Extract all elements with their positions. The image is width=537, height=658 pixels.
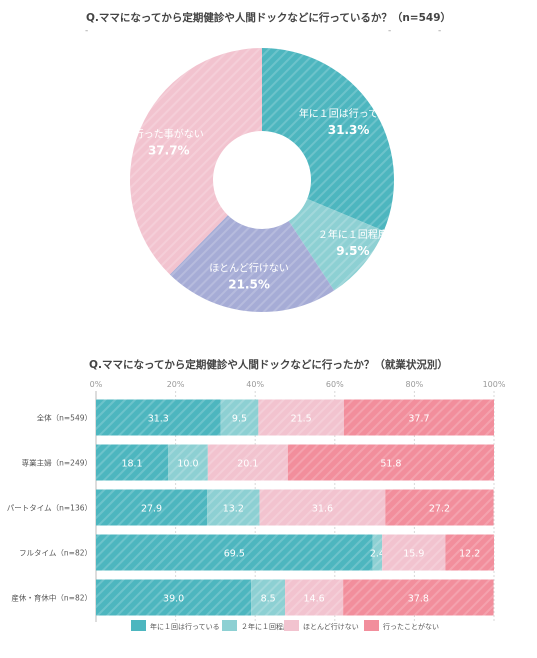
category-label: パートタイム（n=136） (7, 504, 92, 513)
bar-chart-title: Q.ママになってから定期健診や人間ドックなどに行ったか？（就業状況別） (89, 359, 448, 371)
bar-value-label: 8.5 (261, 594, 276, 605)
pie-slice-hatch (169, 215, 335, 312)
x-tick-label: 60% (326, 380, 344, 389)
bar-segment-hatch (96, 444, 169, 481)
bar-segment-hatch (382, 534, 446, 571)
bar-value-label: 9.5 (232, 414, 247, 425)
bar-value-label: 2.4 (370, 549, 385, 560)
category-label: 専業主婦（n=249） (22, 458, 92, 468)
legend-label: ２年に１回程度 (241, 622, 290, 631)
pie-slice-label: ほとんど行けない (209, 262, 289, 275)
bar-value-label: 10.0 (177, 459, 198, 470)
x-tick-label: 40% (246, 380, 264, 389)
bar-segment-hatch (343, 399, 494, 436)
x-tick-label: 100% (483, 380, 506, 389)
divider-mark: - (85, 26, 89, 36)
pie-slice-hatch (130, 48, 262, 275)
bar-segment-hatch (385, 489, 494, 526)
bar-value-label: 14.6 (304, 594, 325, 605)
x-tick-label: 20% (167, 380, 185, 389)
bar-value-label: 18.1 (121, 459, 142, 470)
legend-swatch (284, 620, 299, 631)
bar-value-label: 15.9 (403, 549, 424, 560)
pie-slice-label: 行った事がない (134, 127, 204, 140)
bar-segment-hatch (96, 489, 208, 526)
bar-value-label: 31.3 (148, 414, 169, 425)
bar-value-label: 51.8 (380, 459, 401, 470)
x-tick-label: 0% (90, 380, 103, 389)
legend-label: 年に１回は行っている (150, 622, 220, 631)
bar-segment-hatch (207, 489, 260, 526)
donut-chart: 年に１回は行っている 31.3% ２年に１回程度 9.5% ほとんど行けない 21.5% 行… (130, 47, 399, 312)
bar-value-label: 13.2 (223, 504, 244, 515)
pie-slice-value: 31.3% (328, 123, 370, 137)
bar-segment-hatch (168, 444, 208, 481)
legend-swatch (222, 620, 237, 631)
bar-value-label: 39.0 (163, 594, 184, 605)
legend-swatch (364, 620, 379, 631)
bar-segment-hatch (259, 489, 386, 526)
bar-segment-hatch (258, 399, 344, 436)
legend-label: ほとんど行けない (303, 622, 359, 631)
bar-value-label: 37.7 (408, 414, 429, 425)
pie-slice-hatch (288, 198, 384, 291)
legend-swatch (131, 620, 146, 631)
pie-slice-value: 9.5% (336, 244, 369, 258)
stacked-bar-chart: 0% 20% 40% 60% 80% 100% 全体（n=549） 31.3 9.5 21.5 37… (7, 380, 506, 631)
bar-segment-hatch (251, 579, 286, 616)
bar-value-label: 20.1 (237, 459, 258, 470)
divider-mark: - (438, 26, 442, 36)
bar-segment-hatch (285, 579, 344, 616)
bar-segment-hatch (96, 399, 221, 436)
bar-segment-hatch (445, 534, 494, 571)
bar-segment-hatch (372, 534, 383, 571)
pie-slice-value: 21.5% (228, 278, 270, 292)
bar-segment-hatch (207, 444, 288, 481)
bar-segment-hatch (343, 579, 494, 616)
category-label: 産休・育休中（n=82） (11, 593, 92, 603)
bar-value-label: 69.5 (224, 549, 245, 560)
legend-label: 行ったことがない (383, 622, 439, 631)
bar-value-label: 31.6 (312, 504, 333, 515)
pie-slice-hatch (262, 47, 394, 231)
bar-value-label: 21.5 (291, 414, 312, 425)
category-label: フルタイム（n=82） (19, 549, 92, 558)
x-tick-label: 80% (406, 380, 424, 389)
donut-chart-title: Q.ママになってから定期健診や人間ドックなどに行っているか？（n=549） (85, 12, 452, 24)
bar-segment-hatch (287, 444, 494, 481)
bar-value-label: 12.2 (459, 549, 480, 560)
pie-slice-label: ２年に１回程度 (318, 228, 388, 241)
bar-value-label: 27.2 (429, 504, 450, 515)
category-label: 全体（n=549） (37, 413, 92, 423)
bar-value-label: 27.9 (141, 504, 162, 515)
bar-segment-hatch (96, 579, 252, 616)
pie-slice-value: 37.7% (148, 143, 190, 157)
bar-segment-hatch (220, 399, 259, 436)
pie-slice-label: 年に１回は行っている (299, 107, 399, 120)
bar-value-label: 37.8 (408, 594, 429, 605)
divider-mark: - (388, 26, 392, 36)
bar-segment-hatch (96, 534, 373, 571)
